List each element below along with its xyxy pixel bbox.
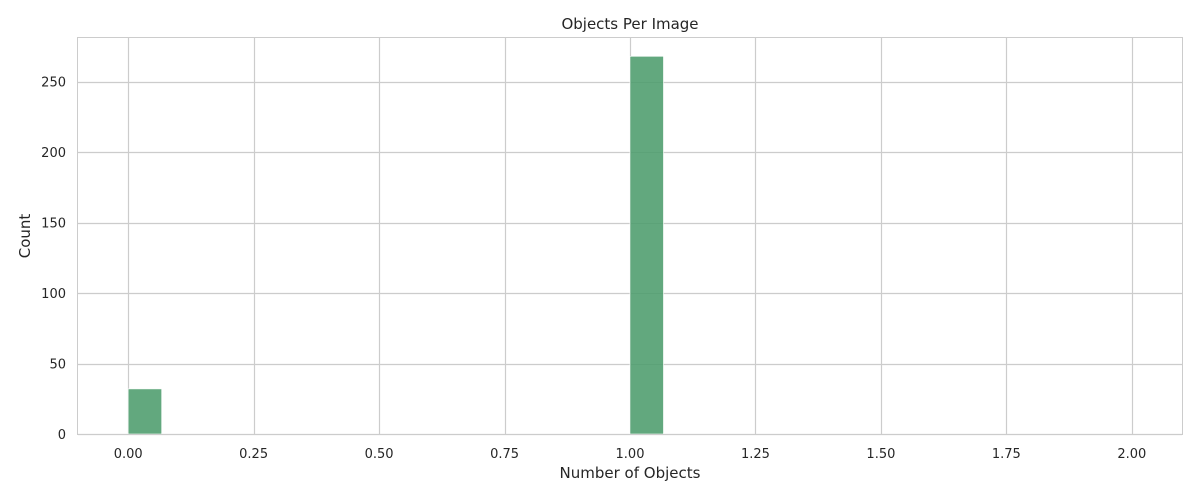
x-tick-label: 1.00 — [616, 447, 645, 462]
histogram-bar — [127, 388, 162, 435]
x-tick-label: 0.25 — [239, 447, 268, 462]
y-tick-label: 200 — [41, 146, 66, 161]
x-tick-label: 0.00 — [114, 447, 143, 462]
y-axis-label: Count — [16, 214, 34, 259]
y-tick-labels: 0 50 100 150 200 250 — [41, 76, 66, 443]
x-tick-labels: 0.00 0.25 0.50 0.75 1.00 1.25 1.50 1.75 2.00 — [114, 447, 1147, 462]
x-tick-label: 0.75 — [490, 447, 519, 462]
y-tick-label: 150 — [41, 217, 66, 232]
y-tick-label: 50 — [49, 358, 66, 373]
plot-frame — [77, 37, 1183, 435]
bars — [127, 56, 664, 435]
chart-title: Objects Per Image — [561, 15, 698, 33]
y-tick-label: 100 — [41, 287, 66, 302]
x-tick-label: 1.75 — [992, 447, 1021, 462]
x-tick-label: 1.25 — [741, 447, 770, 462]
x-tick-label: 1.50 — [866, 447, 895, 462]
x-tick-label: 2.00 — [1117, 447, 1146, 462]
x-tick-label: 0.50 — [365, 447, 394, 462]
y-tick-label: 0 — [58, 428, 66, 443]
histogram-bar — [629, 56, 664, 435]
x-axis-label: Number of Objects — [560, 464, 701, 482]
y-tick-label: 250 — [41, 76, 66, 91]
